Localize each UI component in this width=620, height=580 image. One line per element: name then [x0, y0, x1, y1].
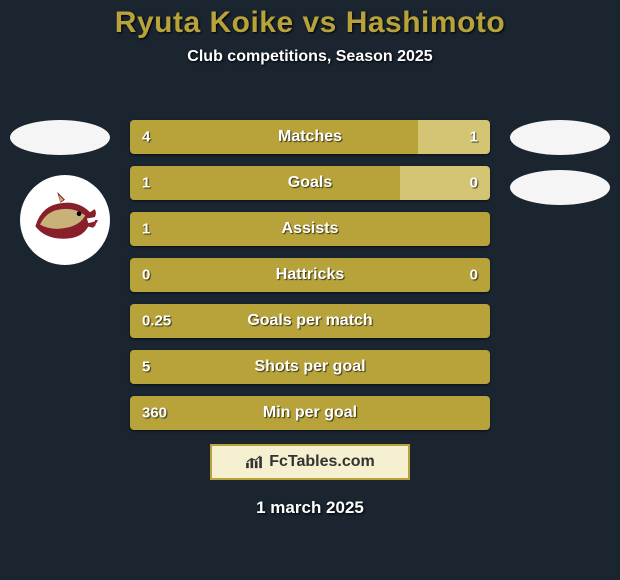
stat-bar-row: 1 0 Goals	[130, 166, 490, 200]
team-logo-bottom-left	[20, 175, 110, 265]
footer-brand-text: FcTables.com	[269, 453, 375, 471]
bar-value-left: 1	[142, 221, 150, 238]
stat-bar-row: 0 0 Hattricks	[130, 258, 490, 292]
stat-bar-row: 360 Min per goal	[130, 396, 490, 430]
stat-bar-row: 1 Assists	[130, 212, 490, 246]
bar-value-left: 0	[142, 267, 150, 284]
bar-value-left: 360	[142, 405, 167, 422]
team-logo-bottom-right	[510, 170, 610, 205]
bar-label: Min per goal	[263, 404, 357, 422]
stat-bar-row: 4 1 Matches	[130, 120, 490, 154]
bar-label: Shots per goal	[254, 358, 365, 376]
subtitle: Club competitions, Season 2025	[0, 48, 620, 66]
bar-value-right: 0	[470, 175, 478, 192]
bar-value-left: 4	[142, 129, 150, 146]
bar-label: Hattricks	[276, 266, 344, 284]
bar-value-right: 1	[470, 129, 478, 146]
bar-label: Goals per match	[247, 312, 372, 330]
bar-fill-left	[130, 166, 400, 200]
bar-value-right: 0	[470, 267, 478, 284]
footer-badge[interactable]: FcTables.com	[210, 444, 410, 480]
bar-fill-left	[130, 120, 418, 154]
coyote-logo-icon	[26, 181, 104, 259]
barchart-icon	[245, 455, 263, 469]
bar-fill-right	[418, 120, 490, 154]
bar-value-left: 5	[142, 359, 150, 376]
bar-value-left: 0.25	[142, 313, 171, 330]
stat-bar-row: 5 Shots per goal	[130, 350, 490, 384]
team-logo-top-left	[10, 120, 110, 155]
date-label: 1 march 2025	[256, 498, 364, 518]
team-logo-top-right	[510, 120, 610, 155]
bar-label: Goals	[288, 174, 332, 192]
page-title: Ryuta Koike vs Hashimoto	[0, 6, 620, 40]
bar-label: Matches	[278, 128, 342, 146]
stat-bar-row: 0.25 Goals per match	[130, 304, 490, 338]
bar-label: Assists	[282, 220, 339, 238]
content-wrap: Ryuta Koike vs Hashimoto Club competitio…	[0, 0, 620, 580]
stat-bars: 4 1 Matches 1 0 Goals 1 Assists 0 0 Hattricks 0.25 G…	[130, 120, 490, 442]
bar-value-left: 1	[142, 175, 150, 192]
